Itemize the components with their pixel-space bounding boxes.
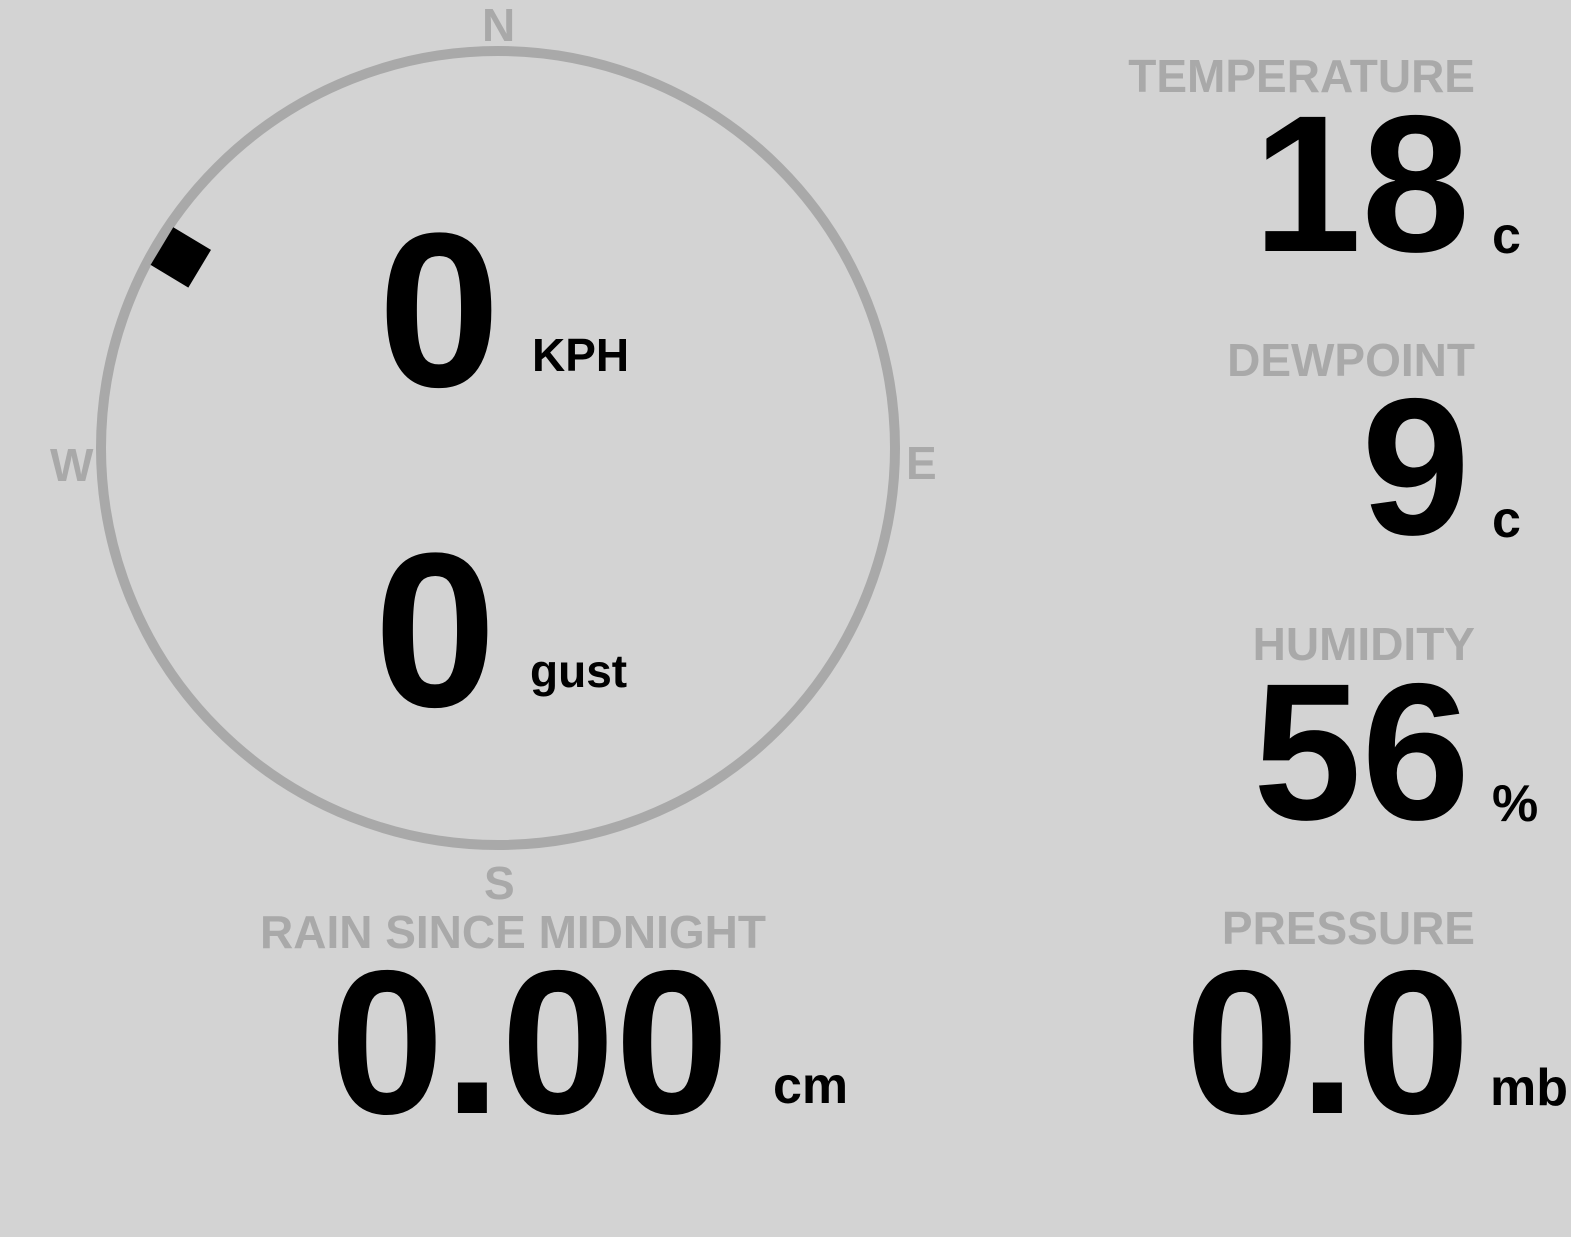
pressure-value: 0.0 (1185, 928, 1470, 1157)
wind-direction-marker (150, 227, 211, 288)
pressure-unit: mb (1490, 1059, 1568, 1117)
rain-label: RAIN SINCE MIDNIGHT (260, 906, 766, 958)
wind-gust-unit: gust (530, 645, 628, 697)
temperature-unit: c (1492, 207, 1521, 265)
compass-ring (96, 46, 900, 850)
rain-unit: cm (773, 1057, 849, 1115)
temperature-label: TEMPERATURE (1128, 50, 1475, 102)
dewpoint-unit: c (1492, 491, 1521, 549)
temperature-value: 18 (1253, 75, 1470, 293)
dewpoint-label: DEWPOINT (1227, 334, 1475, 386)
wind-gust-value: 0 (374, 507, 497, 753)
humidity-unit: % (1492, 775, 1539, 833)
pressure-label: PRESSURE (1221, 902, 1475, 954)
compass-south: S (484, 857, 515, 909)
compass-east: E (906, 437, 937, 489)
humidity-value: 56 (1253, 643, 1470, 861)
compass-west: W (50, 439, 94, 491)
humidity-label: HUMIDITY (1252, 618, 1475, 670)
wind-speed-unit: KPH (532, 329, 630, 381)
compass-north: N (482, 0, 516, 51)
rain-value: 0.00 (330, 928, 729, 1157)
wind-speed-value: 0 (378, 187, 501, 433)
dewpoint-value: 9 (1361, 358, 1470, 576)
